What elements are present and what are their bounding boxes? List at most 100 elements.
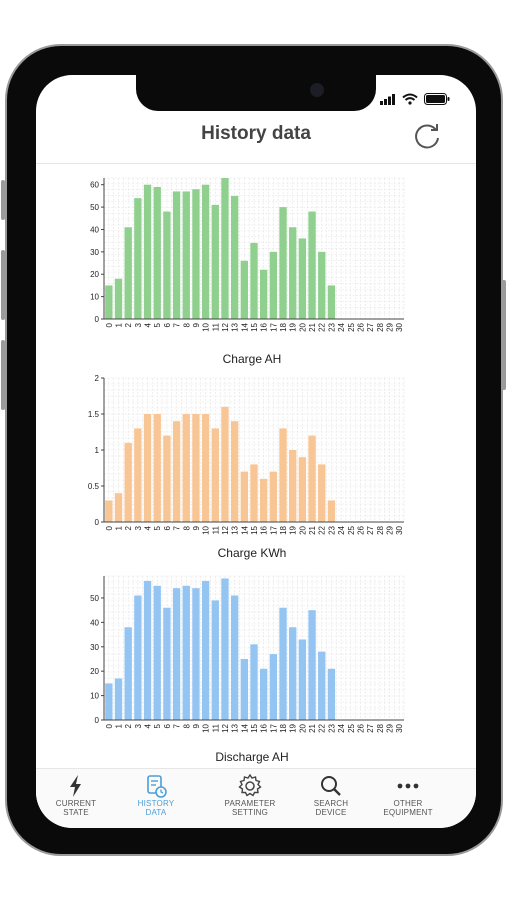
chart-charge-kwh: 0 0.5 1 1.5 2 0 1 2 3 4 5 6 7 8 9 10 11 12 13 14 15 16 17 18 19 2… bbox=[82, 370, 422, 560]
x-tick-label: 4 bbox=[144, 723, 153, 728]
bar bbox=[172, 191, 181, 319]
search-icon bbox=[321, 776, 341, 796]
tab-current-state-label: CURRENT STATE bbox=[55, 799, 97, 817]
x-tick-label: 27 bbox=[366, 723, 375, 732]
bar bbox=[230, 195, 239, 319]
x-tick-label: 15 bbox=[250, 322, 259, 331]
tab-other-equipment[interactable]: OTHER EQUIPMENT bbox=[368, 773, 448, 817]
tab-current-state[interactable]: CURRENT STATE bbox=[36, 773, 116, 817]
camera-icon bbox=[310, 83, 324, 97]
x-tick-label: 22 bbox=[318, 723, 327, 732]
refresh-icon[interactable] bbox=[412, 121, 442, 151]
y-tick-label: 2 bbox=[95, 374, 100, 383]
bar bbox=[269, 251, 278, 319]
x-tick-label: 26 bbox=[356, 525, 365, 534]
gear-icon bbox=[238, 773, 262, 797]
tab-search-device[interactable]: SEARCH DEVICE bbox=[291, 773, 371, 817]
x-tick-label: 17 bbox=[269, 723, 278, 732]
x-tick-label: 9 bbox=[192, 322, 201, 327]
power-button bbox=[502, 280, 506, 390]
bar bbox=[318, 464, 326, 522]
bar bbox=[279, 207, 287, 319]
tab-search-device-label: SEARCH DEVICE bbox=[313, 799, 349, 817]
bar bbox=[201, 184, 210, 319]
bar bbox=[279, 428, 287, 522]
header: History data bbox=[36, 111, 476, 164]
volume-down-button bbox=[1, 340, 5, 410]
bar bbox=[114, 678, 123, 720]
y-tick-label: 30 bbox=[90, 643, 99, 652]
tab-parameter-setting[interactable]: PARAMETER SETTING bbox=[210, 773, 290, 817]
x-tick-label: 24 bbox=[337, 322, 346, 331]
bar bbox=[143, 184, 152, 319]
x-tick-label: 26 bbox=[356, 723, 365, 732]
x-tick-label: 0 bbox=[105, 525, 114, 530]
bar bbox=[172, 588, 181, 720]
x-tick-label: 5 bbox=[153, 322, 162, 327]
x-tick-label: 1 bbox=[115, 322, 124, 327]
bar bbox=[182, 585, 190, 720]
x-tick-label: 11 bbox=[211, 723, 220, 732]
bar bbox=[134, 428, 142, 522]
x-tick-label: 6 bbox=[163, 322, 172, 327]
y-tick-label: 1.5 bbox=[88, 410, 100, 419]
bar bbox=[318, 651, 326, 720]
x-tick-label: 16 bbox=[260, 525, 269, 534]
x-tick-label: 30 bbox=[395, 525, 404, 534]
chart-discharge-ah-xlabel: Discharge AH bbox=[215, 750, 289, 764]
bar bbox=[182, 191, 190, 319]
bar bbox=[298, 238, 307, 319]
bar bbox=[153, 414, 161, 522]
bar bbox=[240, 658, 248, 720]
x-tick-label: 5 bbox=[153, 525, 162, 530]
y-tick-label: 0 bbox=[95, 716, 100, 725]
y-tick-label: 10 bbox=[90, 692, 99, 701]
signal-icon bbox=[380, 93, 395, 105]
x-tick-label: 18 bbox=[279, 723, 288, 732]
bar bbox=[279, 607, 287, 720]
x-tick-label: 21 bbox=[308, 322, 317, 331]
notch bbox=[136, 75, 376, 111]
bar bbox=[153, 585, 161, 720]
bar bbox=[260, 269, 268, 319]
y-tick-label: 60 bbox=[90, 181, 99, 190]
y-tick-label: 40 bbox=[90, 618, 99, 627]
x-tick-label: 25 bbox=[347, 525, 356, 534]
x-tick-label: 12 bbox=[221, 525, 230, 534]
x-tick-label: 2 bbox=[124, 723, 133, 728]
more-icon bbox=[397, 783, 419, 789]
bar bbox=[289, 450, 297, 522]
x-tick-label: 18 bbox=[279, 525, 288, 534]
bar bbox=[211, 600, 219, 720]
bar bbox=[143, 580, 152, 720]
bar bbox=[114, 278, 123, 319]
x-tick-label: 7 bbox=[173, 322, 182, 327]
x-tick-label: 12 bbox=[221, 322, 230, 331]
x-tick-label: 25 bbox=[347, 322, 356, 331]
x-tick-label: 27 bbox=[366, 322, 375, 331]
bar bbox=[327, 285, 336, 319]
bar bbox=[105, 285, 113, 319]
phone-screen: History data 0 10 20 30 40 50 60 0 1 2 3 4 5 6 7 8 9 10 11… bbox=[36, 75, 476, 828]
bar bbox=[327, 500, 336, 522]
bar bbox=[298, 639, 307, 720]
x-tick-label: 24 bbox=[337, 525, 346, 534]
bar bbox=[240, 260, 248, 319]
bar bbox=[124, 442, 132, 522]
x-tick-label: 1 bbox=[115, 723, 124, 728]
x-tick-label: 29 bbox=[385, 723, 394, 732]
chart-list[interactable]: 0 10 20 30 40 50 60 0 1 2 3 4 5 6 7 8 9 10 11 12 13 14 15 16 17 1… bbox=[36, 164, 476, 768]
x-tick-label: 6 bbox=[163, 525, 172, 530]
chart-charge-ah-xlabel: Charge AH bbox=[222, 352, 282, 366]
tab-other-equipment-label: OTHER EQUIPMENT bbox=[383, 799, 433, 817]
x-tick-label: 2 bbox=[124, 525, 133, 530]
bar bbox=[298, 457, 307, 522]
x-tick-label: 23 bbox=[327, 723, 336, 732]
x-tick-label: 15 bbox=[250, 525, 259, 534]
tab-history-data[interactable]: HISTORY DATA bbox=[116, 773, 196, 817]
y-tick-label: 0 bbox=[95, 518, 100, 527]
bar bbox=[192, 189, 200, 319]
bolt-icon bbox=[70, 775, 81, 797]
x-tick-label: 22 bbox=[318, 322, 327, 331]
x-tick-label: 12 bbox=[221, 723, 230, 732]
